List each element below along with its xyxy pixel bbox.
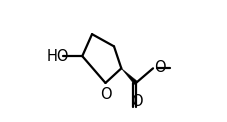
Polygon shape <box>121 68 137 85</box>
Text: O: O <box>153 60 165 75</box>
Text: HO: HO <box>47 49 69 64</box>
Text: O: O <box>130 94 142 109</box>
Text: O: O <box>99 87 111 102</box>
